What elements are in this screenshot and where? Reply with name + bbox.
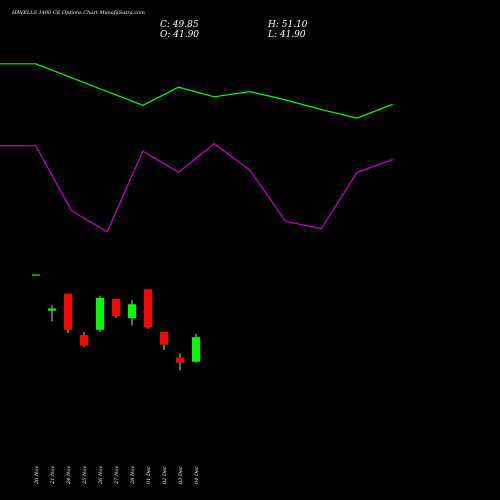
candle-body — [64, 293, 72, 330]
candle-6 — [112, 298, 120, 319]
x-tick-label: 21 Nov — [50, 466, 56, 485]
candle-body — [176, 357, 184, 363]
candle-7 — [128, 300, 136, 326]
candles — [32, 274, 200, 371]
overlay-line-2 — [0, 142, 393, 233]
overlay-lines — [0, 63, 393, 233]
low-label: L: 41.90 — [267, 30, 306, 40]
x-tick-label: 27 Nov — [114, 466, 120, 485]
chart-title: HAVELLS 1400 CE Options Chart MunafaSutr… — [11, 10, 145, 16]
open-label: O: 41.90 — [160, 30, 199, 40]
close-label: C: 49.85 — [160, 20, 199, 30]
candle-5 — [96, 295, 104, 332]
candle-1 — [32, 274, 40, 276]
candle-body — [96, 297, 104, 330]
x-tick-label: 25 Nov — [82, 466, 88, 485]
x-axis-ticks: 20 Nov 21 Nov 24 Nov 25 Nov 26 Nov 27 Nov 28 N… — [34, 466, 200, 485]
candle-11 — [192, 334, 200, 363]
overlay-line-1 — [0, 63, 393, 119]
x-tick-label: 01 Dec — [146, 466, 152, 484]
x-tick-label: 04 Dec — [194, 466, 200, 484]
candle-4 — [80, 331, 88, 347]
x-tick-label: 02 Dec — [162, 466, 168, 484]
candle-body — [128, 304, 136, 319]
candle-body — [32, 274, 40, 276]
candle-body — [144, 289, 152, 328]
candle-body — [160, 331, 168, 345]
x-tick-label: 26 Nov — [98, 466, 104, 485]
x-tick-label: 24 Nov — [66, 466, 72, 485]
candle-body — [80, 335, 88, 346]
x-tick-label: 03 Dec — [178, 466, 184, 484]
candle-10 — [176, 353, 184, 371]
candle-9 — [160, 331, 168, 350]
x-tick-label: 20 Nov — [34, 466, 40, 485]
candle-3 — [64, 293, 72, 333]
candle-2 — [48, 305, 56, 322]
candle-body — [112, 298, 120, 316]
candle-body — [48, 308, 56, 311]
x-tick-label: 28 Nov — [130, 466, 136, 485]
high-label: H: 51.10 — [267, 20, 308, 30]
candle-8 — [144, 289, 152, 329]
candle-body — [192, 337, 200, 362]
